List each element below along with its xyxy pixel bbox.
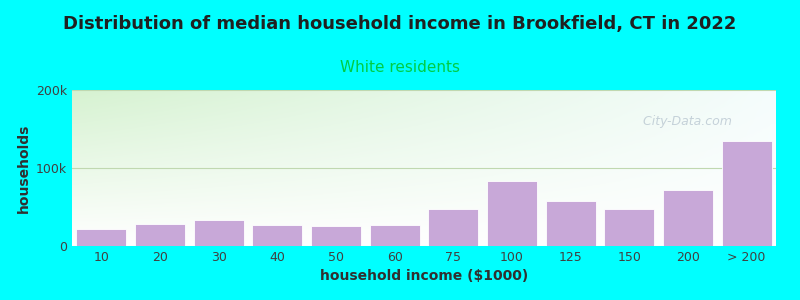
Bar bbox=[370, 225, 419, 246]
Text: Distribution of median household income in Brookfield, CT in 2022: Distribution of median household income … bbox=[63, 15, 737, 33]
Bar bbox=[135, 224, 185, 246]
Bar bbox=[253, 225, 302, 246]
Bar bbox=[546, 201, 595, 246]
Bar bbox=[311, 226, 361, 246]
Bar bbox=[194, 220, 243, 246]
Text: City-Data.com: City-Data.com bbox=[635, 115, 732, 128]
Bar bbox=[429, 208, 478, 246]
Bar bbox=[722, 141, 771, 246]
Bar bbox=[487, 181, 537, 246]
Bar bbox=[663, 190, 713, 246]
Text: White residents: White residents bbox=[340, 60, 460, 75]
Y-axis label: households: households bbox=[17, 123, 30, 213]
Bar bbox=[77, 229, 126, 246]
X-axis label: household income ($1000): household income ($1000) bbox=[320, 269, 528, 284]
Bar bbox=[605, 208, 654, 246]
